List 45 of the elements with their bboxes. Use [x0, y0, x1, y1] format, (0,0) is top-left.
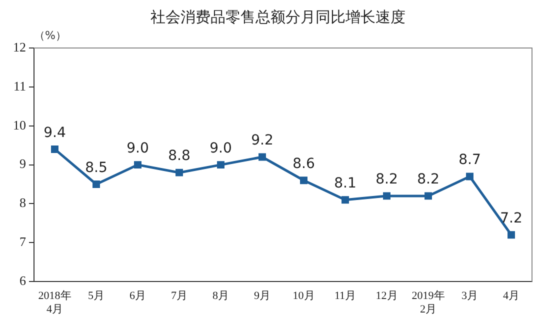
y-tick-label: 11: [13, 78, 26, 94]
data-label: 9.0: [126, 140, 149, 156]
data-label: 8.2: [376, 172, 398, 188]
x-tick-label: 4月: [503, 290, 520, 302]
point: [300, 176, 308, 184]
point: [342, 196, 349, 204]
y-tick-label: 8: [20, 195, 26, 210]
x-tick-label: 11月: [334, 290, 356, 302]
x-tick-label: 9月: [254, 290, 270, 302]
data-label: 9.0: [210, 140, 232, 156]
point: [466, 172, 474, 180]
x-tick-label: 10月: [292, 290, 315, 302]
x-tick-label: 12月: [376, 290, 398, 302]
chart-title: 社会消费品零售总额分月同比增长速度: [150, 8, 406, 27]
y-tick-label: 12: [13, 39, 26, 54]
point: [258, 153, 266, 161]
data-label: 8.2: [417, 172, 440, 188]
point: [92, 180, 100, 188]
y-axis-title: （%）: [34, 28, 66, 43]
y-tick-label: 7: [20, 234, 26, 250]
data-label: 8.7: [458, 152, 481, 168]
data-label: 8.1: [334, 175, 356, 192]
x-tick-label: 2018年 4月: [38, 290, 72, 316]
x-tick-label: 6月: [130, 290, 146, 302]
point: [217, 161, 224, 169]
point: [176, 168, 183, 176]
point: [383, 192, 390, 200]
x-tick-label: 5月: [88, 290, 104, 302]
data-label: 8.8: [168, 148, 190, 164]
point: [424, 192, 432, 200]
data-label: 7.2: [500, 210, 522, 227]
x-tick-label: 8月: [212, 290, 229, 302]
point: [508, 231, 515, 239]
data-label: 8.5: [85, 160, 108, 176]
y-tick-label: 9: [20, 156, 26, 172]
data-label: 8.6: [292, 156, 315, 172]
x-tick-label: 2019年 2月: [412, 290, 445, 316]
point: [134, 161, 142, 169]
point: [51, 146, 58, 153]
data-label: 9.4: [44, 124, 66, 141]
x-tick-label: 7月: [171, 290, 188, 302]
y-tick-label: 6: [20, 273, 26, 288]
y-tick-label: 10: [13, 117, 26, 132]
x-tick-label: 3月: [462, 290, 478, 302]
data-label: 9.2: [251, 132, 274, 149]
